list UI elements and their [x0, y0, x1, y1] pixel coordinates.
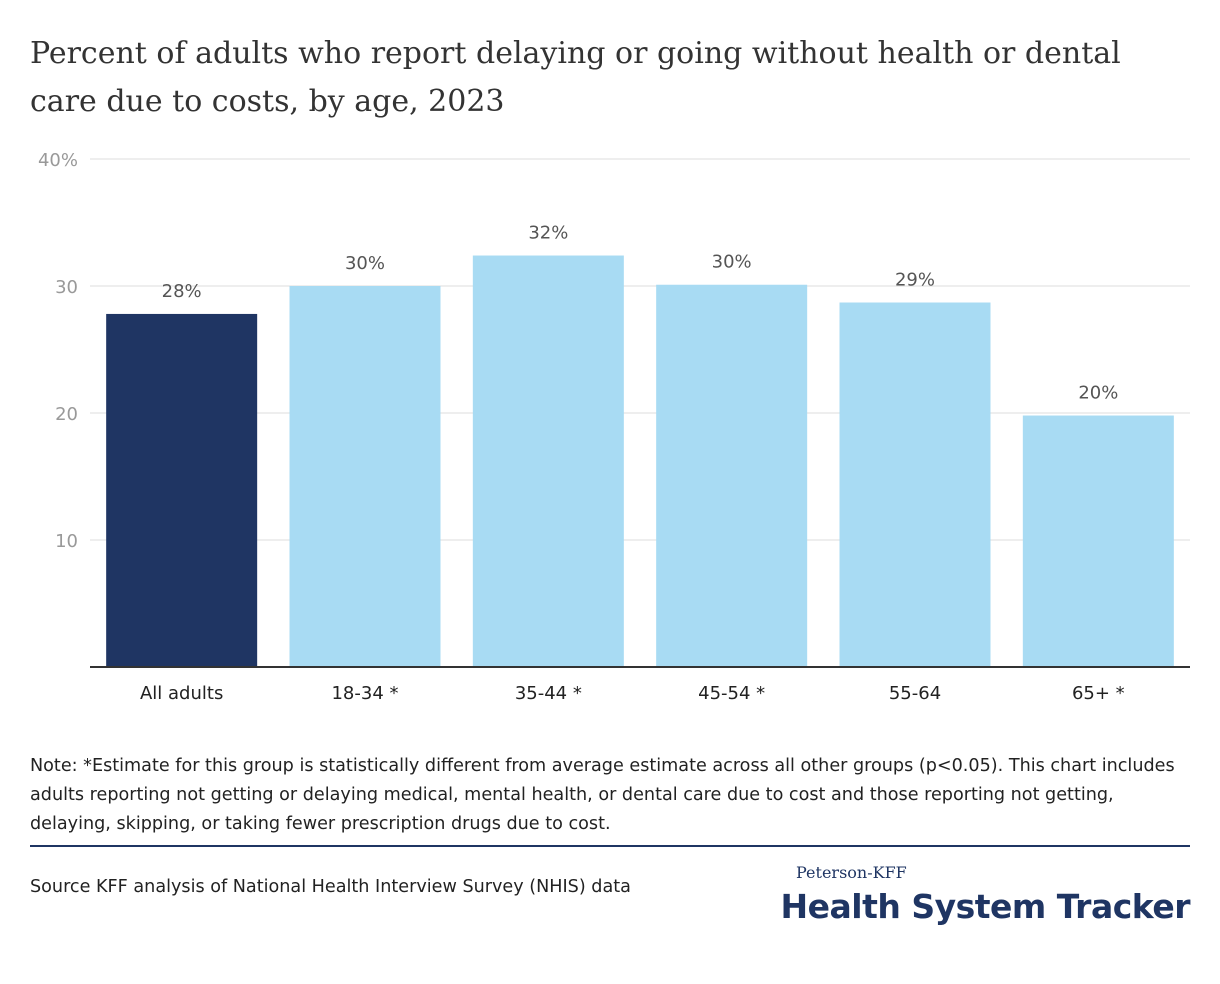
bar: [839, 302, 991, 667]
source-text: Source KFF analysis of National Health I…: [30, 877, 631, 897]
data-labels: 28% 30% 32% 30% 29% 20%: [162, 223, 1119, 404]
data-label: 30%: [712, 252, 752, 273]
logo-big-text: Health System Tracker: [780, 887, 1191, 926]
bar: [106, 313, 258, 667]
data-label: 20%: [1078, 383, 1118, 404]
x-tick-label: 65+ *: [1072, 683, 1125, 704]
data-label: 30%: [345, 253, 385, 274]
y-tick-label: 10: [55, 531, 78, 552]
y-tick-label: 20: [55, 404, 78, 425]
divider: [30, 845, 1190, 847]
x-tick-label: 45-54 *: [698, 683, 765, 704]
bar: [472, 255, 624, 667]
x-axis-ticks: All adults 18-34 * 35-44 * 45-54 * 55-64 65+ …: [140, 683, 1125, 704]
y-tick-label: 40%: [38, 150, 78, 171]
bar-chart: 10 20 30 40% 28% 30% 32% 30% 29% 20% All adults 1…: [38, 150, 1190, 704]
x-tick-label: 18-34 *: [331, 683, 398, 704]
x-tick-label: 55-64: [889, 683, 941, 704]
chart-title: Percent of adults who report delaying or…: [30, 36, 1121, 119]
x-tick-label: All adults: [140, 683, 223, 704]
chart-note: Note: *Estimate for this group is statis…: [30, 756, 1175, 834]
data-label: 28%: [162, 281, 202, 302]
gridlines: [90, 158, 1190, 541]
bar: [1022, 415, 1174, 667]
bar: [656, 284, 808, 667]
logo-small-text: Peterson-KFF: [796, 863, 907, 882]
y-tick-label: 30: [55, 277, 78, 298]
data-label: 32%: [528, 223, 568, 244]
y-axis-ticks: 10 20 30 40%: [38, 150, 78, 552]
data-label: 29%: [895, 270, 935, 291]
bar: [289, 286, 441, 667]
x-tick-label: 35-44 *: [515, 683, 582, 704]
bars: [106, 255, 1174, 667]
